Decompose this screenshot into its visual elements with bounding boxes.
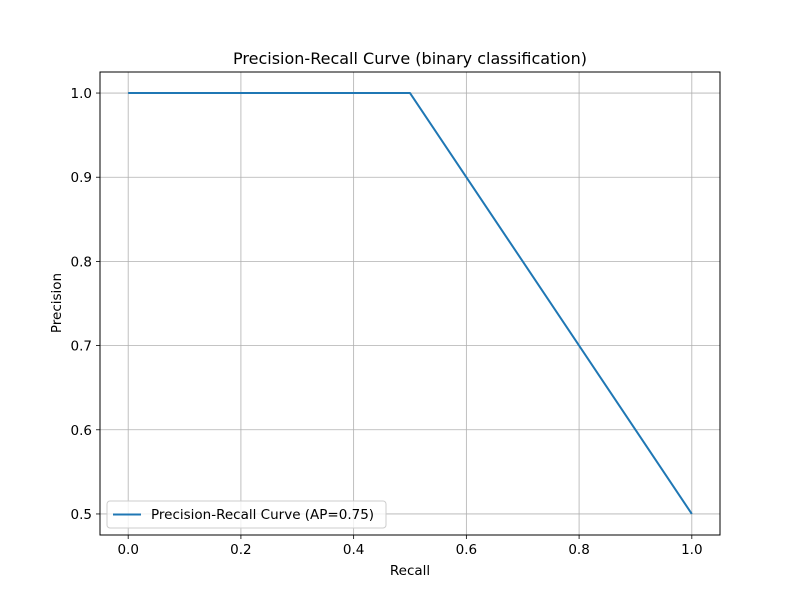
plot-frame — [99, 71, 721, 536]
y-tick-label: 0.6 — [71, 423, 92, 439]
y-tick-label: 0.5 — [71, 507, 92, 523]
x-tick-label: 0.0 — [117, 542, 138, 558]
chart-title: Precision-Recall Curve (binary classific… — [233, 49, 587, 68]
y-tick-label: 0.7 — [71, 339, 92, 355]
legend-box — [106, 500, 387, 529]
y-axis-label: Precision — [49, 273, 65, 333]
x-tick-label: 1.0 — [681, 542, 702, 558]
y-tick-label: 1.0 — [71, 86, 92, 102]
x-tick-label: 0.2 — [230, 542, 251, 558]
legend: Precision-Recall Curve (AP=0.75) — [106, 500, 387, 529]
legend-label: Precision-Recall Curve (AP=0.75) — [151, 507, 374, 523]
x-tick-label: 0.4 — [343, 542, 364, 558]
x-axis-ticks: 0.0 0.2 0.4 0.6 0.8 1.0 — [117, 535, 703, 558]
y-tick-label: 0.8 — [71, 254, 92, 270]
x-axis-label: Recall — [390, 563, 430, 579]
y-axis-ticks: 0.5 0.6 0.7 0.8 0.9 1.0 — [71, 86, 100, 523]
x-tick-label: 0.6 — [456, 542, 477, 558]
grid — [100, 72, 720, 535]
y-tick-label: 0.9 — [71, 170, 92, 186]
x-tick-label: 0.8 — [568, 542, 589, 558]
pr-curve-line — [128, 92, 693, 515]
series-layer — [128, 92, 693, 515]
